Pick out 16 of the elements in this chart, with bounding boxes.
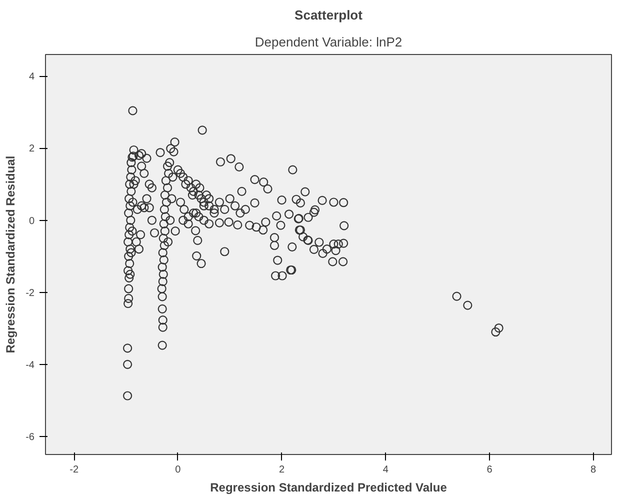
x-tick-label: 6 [486,464,493,476]
x-tick-label: 0 [175,464,182,476]
chart-title: Scatterplot [294,8,364,22]
y-tick-label: -2 [26,288,35,299]
y-tick-label: 2 [28,144,35,155]
y-tick-label: 4 [28,72,35,83]
y-tick-label: -4 [26,360,35,371]
x-tick-label: 2 [278,464,285,476]
chart-subtitle: Dependent Variable: lnP2 [254,34,402,50]
y-tick-label: 0 [28,216,35,227]
x-tick-label: -2 [70,464,79,476]
x-tick-label: 4 [382,464,389,476]
y-tick-label: -6 [26,432,35,443]
x-tick-label: 8 [590,464,597,476]
x-axis-title: Regression Standardized Predicted Value [210,480,448,494]
y-axis-title: Regression Standardized Residual [4,156,18,354]
